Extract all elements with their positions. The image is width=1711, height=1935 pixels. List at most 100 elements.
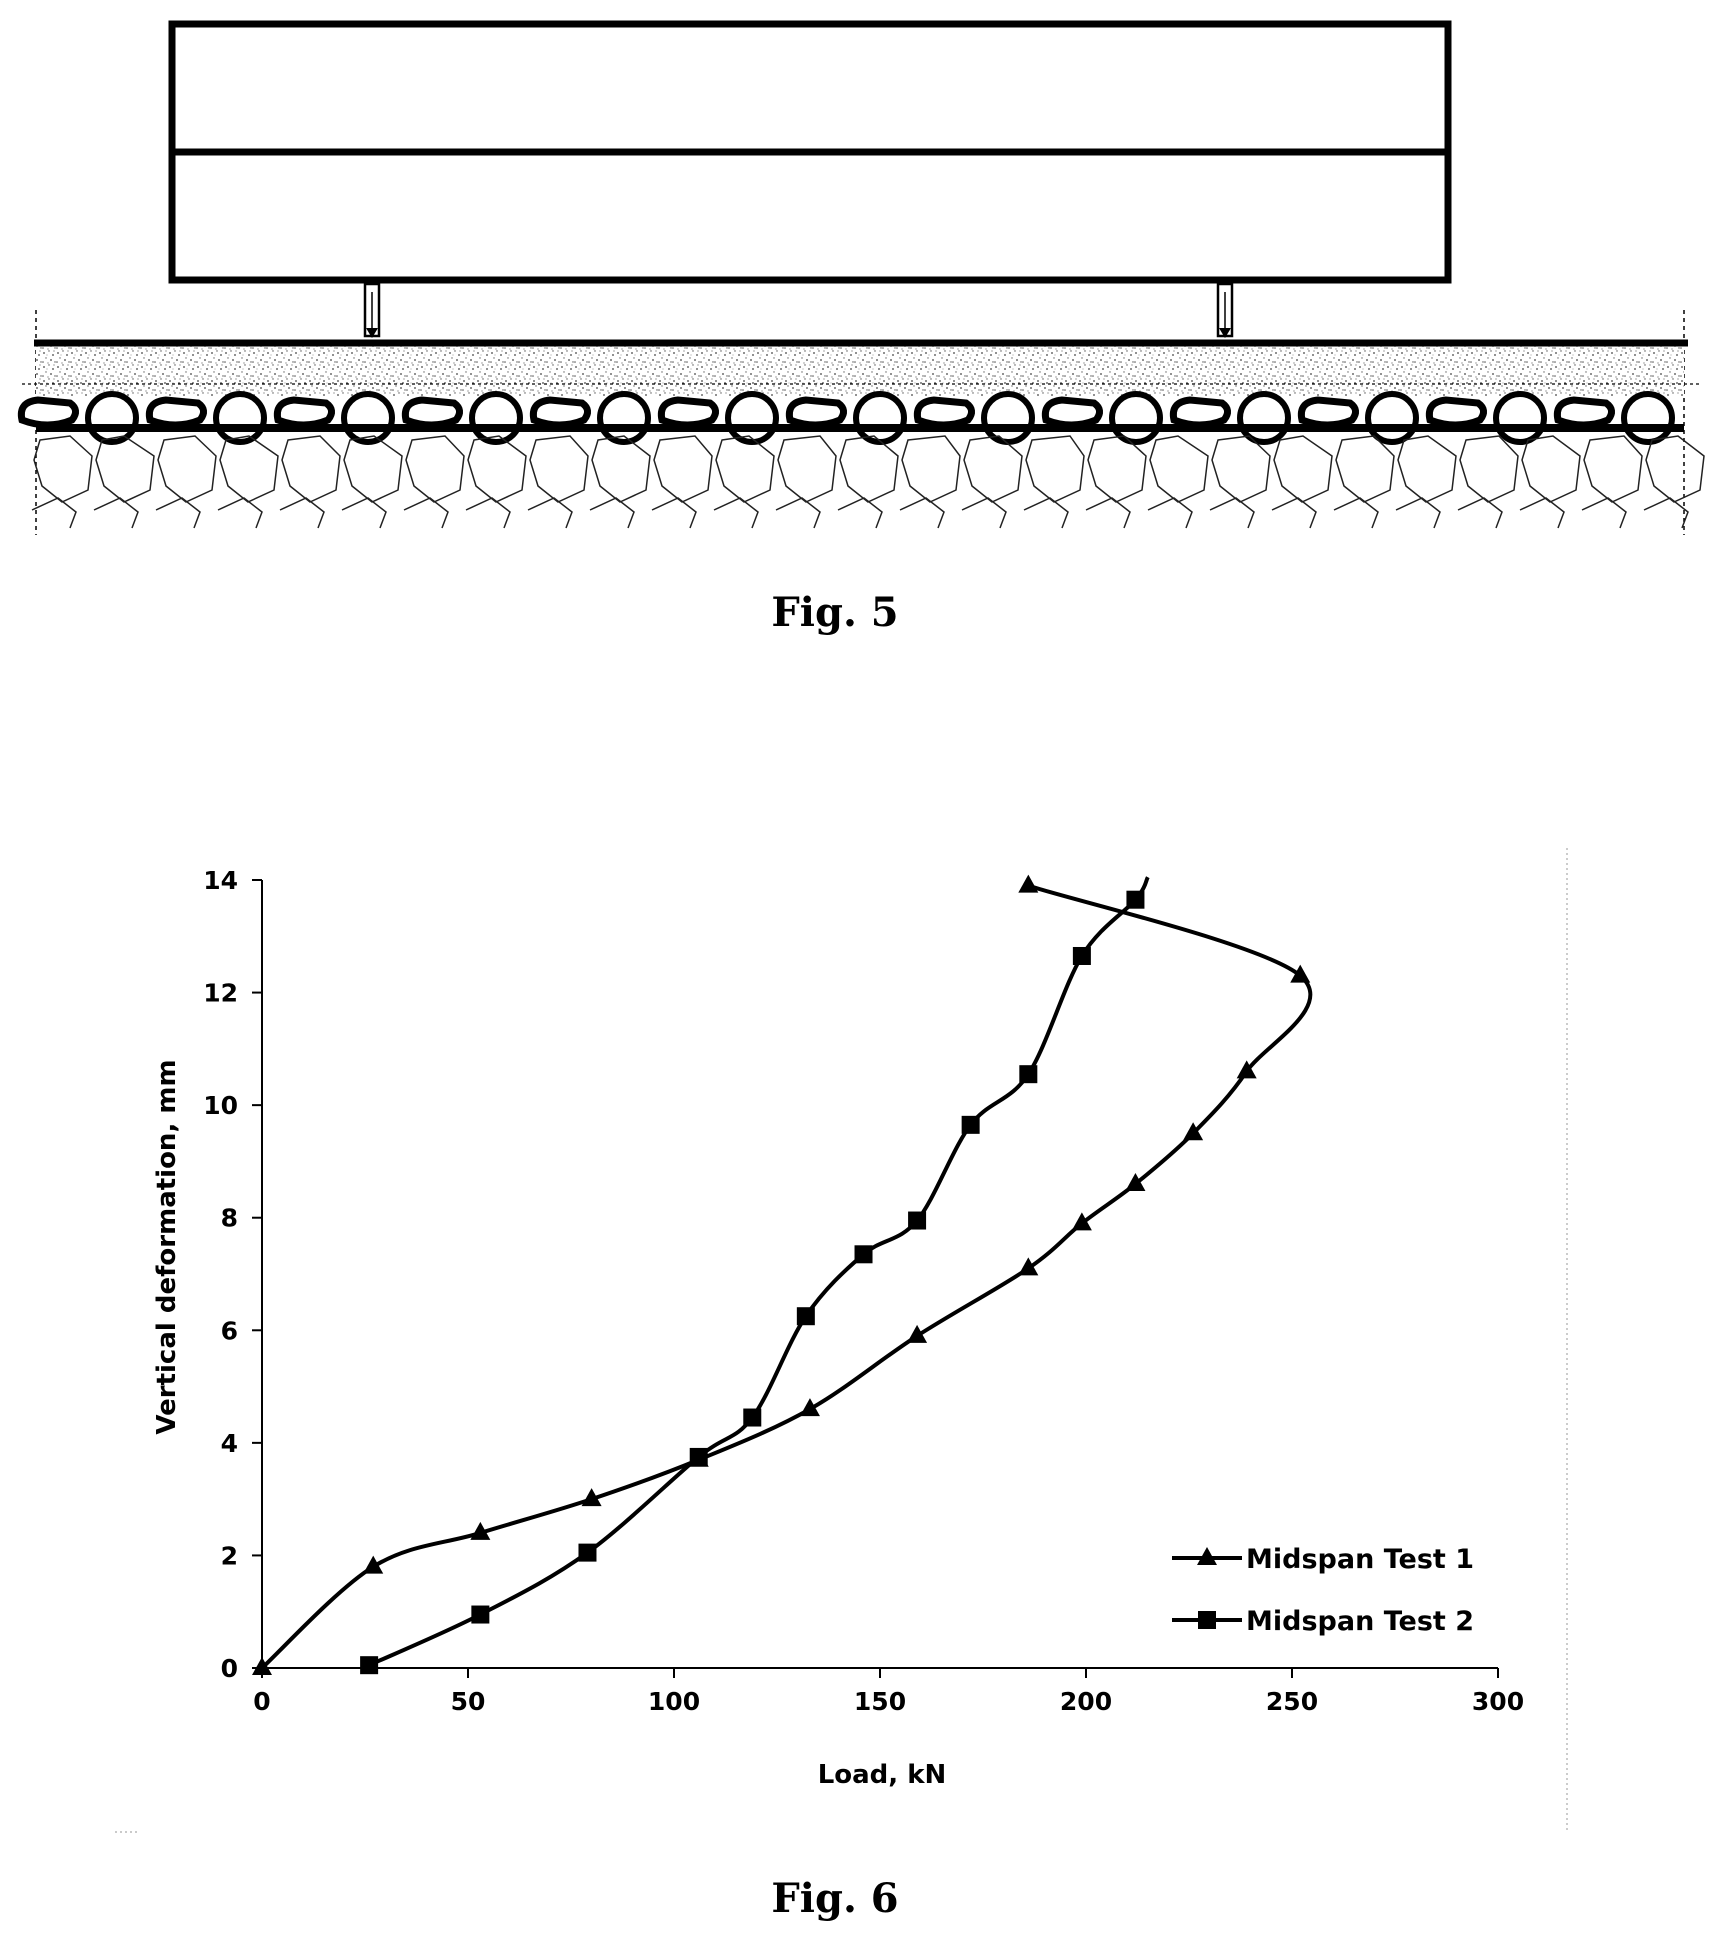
ballast-stone (213, 391, 267, 445)
subgrade-rock (527, 497, 573, 529)
subgrade-rock (219, 435, 279, 503)
data-point-series-1 (688, 1448, 709, 1467)
ballast-stone (1553, 396, 1615, 429)
subgrade-rock (653, 435, 713, 503)
figure-5-caption: Fig. 5 (771, 589, 898, 636)
y-tick-label: 10 (203, 1091, 238, 1120)
subgrade-rock (279, 497, 325, 529)
x-axis-label: Load, kN (818, 1760, 947, 1790)
chart-series-lines (260, 876, 1313, 1670)
x-tick-label: 300 (1472, 1687, 1524, 1716)
subgrade-rock (1643, 497, 1689, 529)
ballast-stone (17, 396, 79, 429)
subgrade-rock (1271, 497, 1317, 529)
subgrade-rock (1335, 435, 1395, 503)
ballast-stone (1297, 396, 1359, 429)
subgrade-rock (155, 497, 201, 529)
ballast-stone (1621, 391, 1675, 445)
ballast-stone (657, 396, 719, 429)
ballast-stone (1237, 391, 1291, 445)
subgrade-rock (1333, 497, 1379, 529)
ballast-stone (913, 396, 975, 429)
data-point-series-1 (1290, 964, 1311, 983)
subgrade-rock (467, 435, 527, 503)
chart-markers (252, 874, 1311, 1675)
data-point-series-1 (252, 1657, 272, 1675)
data-point-series-1 (581, 1488, 602, 1507)
ballast-stone (1365, 391, 1419, 445)
subgrade-rock (589, 497, 635, 529)
figure-5-diagram: Fig. 5 (17, 20, 1705, 636)
x-tick-label: 0 (253, 1687, 270, 1716)
ballast-stone-row (17, 391, 1675, 445)
y-tick-label: 6 (221, 1316, 238, 1345)
ballast-stone (273, 396, 335, 429)
data-point-series-2 (1126, 890, 1145, 909)
data-point-series-2 (689, 1447, 708, 1466)
ballast-stone (785, 396, 847, 429)
subgrade-rock (1645, 435, 1705, 503)
subgrade-rock (95, 435, 155, 503)
ballast-stone (1109, 391, 1163, 445)
subgrade-rock (343, 435, 403, 503)
subgrade-rock (713, 497, 759, 529)
series-line-2 (368, 876, 1150, 1668)
data-point-series-2 (908, 1211, 927, 1230)
subgrade-rock (1459, 435, 1519, 503)
y-tick-label: 14 (203, 866, 238, 895)
chart-axes: 0 50 100 150 200 250 300 0 2 4 6 8 10 12 14 (203, 866, 1524, 1716)
support-arrow-left (363, 282, 381, 338)
ballast-stone (597, 391, 651, 445)
data-point-series-2 (743, 1408, 762, 1427)
x-tick-label: 150 (854, 1687, 906, 1716)
ballast-stone (725, 391, 779, 445)
subgrade-rock (777, 435, 837, 503)
ballast-stone (341, 391, 395, 445)
y-tick-label: 8 (221, 1204, 238, 1233)
x-tick-label: 50 (451, 1687, 486, 1716)
subgrade-rock (529, 435, 589, 503)
subgrade-rock (1025, 435, 1085, 503)
subgrade-rock (217, 497, 263, 529)
subgrade-rock (465, 497, 511, 529)
data-point-series-1 (907, 1324, 928, 1343)
subgrade-rock (1583, 435, 1643, 503)
y-tick-label: 4 (221, 1429, 238, 1458)
data-point-series-1 (363, 1555, 384, 1574)
subgrade-rock (1211, 435, 1271, 503)
subgrade-rock (1085, 497, 1131, 529)
ballast-stone (469, 391, 523, 445)
ballast-stone (1493, 391, 1547, 445)
ballast-stone (85, 391, 139, 445)
subgrade-rock (963, 435, 1023, 503)
ballast-stone (853, 391, 907, 445)
subgrade-rock (405, 435, 465, 503)
subgrade-rock (1397, 435, 1457, 503)
subgrade-rock (1209, 497, 1255, 529)
data-point-series-2 (471, 1605, 490, 1624)
subgrade-rock-pattern (31, 435, 1705, 529)
ballast-stone (981, 391, 1035, 445)
subgrade-rock (31, 497, 77, 529)
subgrade-rock (715, 435, 775, 503)
data-point-series-2 (360, 1656, 379, 1675)
x-tick-label: 250 (1266, 1687, 1318, 1716)
subgrade-rock (157, 435, 217, 503)
subgrade-rock (1519, 497, 1565, 529)
subgrade-rock (651, 497, 697, 529)
data-point-series-2 (1072, 946, 1091, 965)
data-point-series-1 (1018, 1257, 1039, 1276)
subgrade-rock (1023, 497, 1069, 529)
data-point-series-2 (1019, 1065, 1038, 1084)
data-point-series-2 (578, 1543, 597, 1562)
data-point-series-1 (1071, 1212, 1092, 1231)
subgrade-rock (1273, 435, 1333, 503)
subgrade-rock (591, 435, 651, 503)
ballast-stone (145, 396, 207, 429)
data-point-series-2 (854, 1245, 873, 1264)
data-point-series-1 (1183, 1122, 1204, 1141)
subgrade-rock (901, 435, 961, 503)
series-line-1 (260, 883, 1313, 1670)
ballast-stone (1041, 396, 1103, 429)
subgrade-rock (93, 497, 139, 529)
